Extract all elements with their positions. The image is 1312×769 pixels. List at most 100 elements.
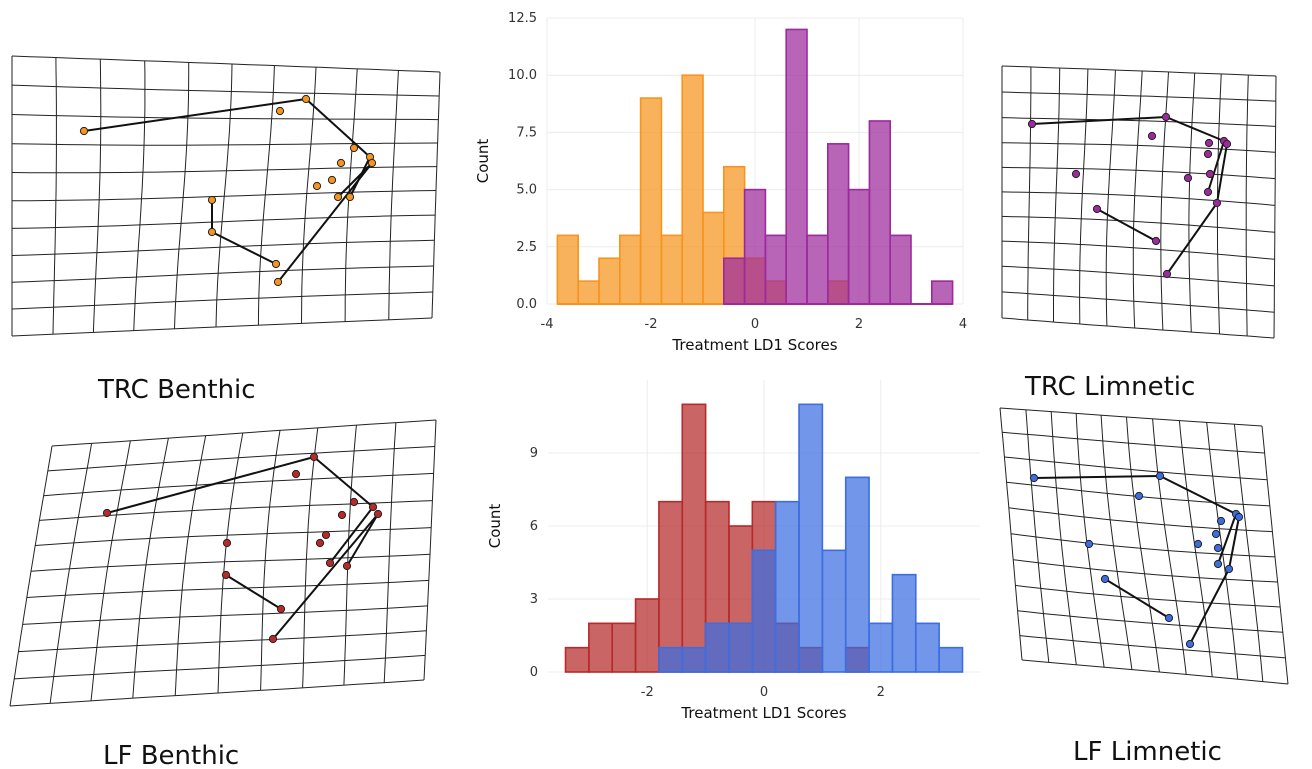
histogram-bar — [588, 622, 614, 673]
lf-benthic-landmark-link — [225, 574, 282, 610]
trc-benthic-grid-vline — [52, 57, 57, 335]
trc-benthic-landmark-link — [277, 162, 373, 283]
lf-benthic-grid-hline — [30, 553, 431, 572]
lf-benthic-landmark — [325, 558, 335, 568]
trc-limnetic-landmark — [1205, 169, 1215, 179]
histogram-bar — [681, 403, 707, 673]
trc-limnetic-deformation-grid — [1001, 65, 1277, 339]
y-tick-label: 7.5 — [516, 125, 537, 140]
histogram-bar — [751, 549, 777, 673]
trc-benthic-landmark-link — [83, 98, 307, 132]
trc-limnetic-landmark-link — [1096, 208, 1157, 242]
histogram-bar — [938, 646, 964, 673]
trc-limnetic-grid-vline — [1027, 67, 1032, 320]
trc-limnetic-grid-vline — [1105, 69, 1116, 327]
lf-limnetic-grid-vline — [1178, 420, 1213, 677]
lf-limnetic-grid-hline — [1017, 610, 1283, 633]
y-axis-label: Count — [486, 504, 504, 549]
lf-benthic-grid-hline — [43, 472, 434, 497]
lf-limnetic-landmark-link — [1033, 475, 1161, 479]
histogram-bar — [844, 476, 870, 673]
trc-limnetic-grid-hline — [1001, 291, 1275, 313]
trc-benthic-grid-hline — [11, 142, 438, 146]
trc-limnetic-grid-hline — [1001, 166, 1276, 180]
lf-benthic-landmark — [309, 452, 319, 462]
trc-limnetic-landmark — [1027, 119, 1037, 129]
trc-limnetic-label: TRC Limnetic — [1024, 372, 1195, 402]
lf-limnetic-landmark — [1155, 471, 1165, 481]
histogram-bar — [658, 646, 684, 673]
trc-limnetic-grid-vline — [1188, 72, 1196, 333]
histogram-bar — [764, 234, 788, 305]
trc-limnetic-landmark-link — [1166, 202, 1218, 275]
trc-limnetic-landmark-link — [1165, 116, 1225, 142]
lf-limnetic-landmark — [1224, 564, 1234, 574]
lf-benthic-grid-vline — [9, 445, 53, 707]
lf-limnetic-landmark — [1216, 516, 1226, 526]
histogram-bar — [798, 403, 824, 673]
trc-benthic-grid-hline — [11, 291, 433, 310]
histogram-bar — [639, 97, 663, 305]
lf-benthic-grid-hline — [22, 605, 428, 625]
trc-limnetic-landmark-link — [1031, 116, 1167, 125]
lf-benthic-grid-vline — [302, 427, 319, 688]
trc-limnetic-landmark — [1203, 187, 1213, 197]
histogram-bar — [681, 74, 704, 305]
histogram-bar — [868, 120, 892, 305]
lf-limnetic-landmark-link — [1189, 568, 1230, 645]
lf-benthic-landmark-link — [272, 513, 379, 640]
lf-benthic-landmark — [321, 530, 331, 540]
lf-limnetic-landmark-link — [1217, 513, 1237, 565]
trc-benthic-grid-vline — [215, 63, 233, 328]
lf-limnetic-grid-hline — [1019, 635, 1286, 659]
lf-benthic-landmark — [222, 538, 232, 548]
lf-limnetic-grid-hline — [1006, 481, 1270, 507]
histogram-bar — [785, 28, 808, 305]
lf-benthic-grid-hline — [39, 500, 433, 521]
lf-limnetic-grid-vline — [1261, 425, 1289, 685]
histogram-bar — [728, 622, 754, 673]
trc-benthic-landmark — [336, 158, 346, 168]
trc-limnetic-grid-vline — [1273, 75, 1277, 339]
lf-limnetic-grid-hline — [1013, 559, 1278, 583]
lf-benthic-landmark — [268, 634, 278, 644]
lf-limnetic-landmark — [1164, 613, 1174, 623]
trc-benthic-grid-hline — [11, 214, 436, 229]
lf-benthic-grid-vline — [423, 419, 437, 681]
trc-limnetic-landmark — [1147, 131, 1157, 141]
trc-benthic-landmark-link — [305, 98, 371, 158]
histogram-bar — [774, 500, 800, 673]
histogram-bar — [891, 573, 917, 673]
lf-benthic-grid-hline — [26, 579, 429, 598]
x-tick-label: 0 — [751, 317, 759, 332]
lf-limnetic-grid-vline — [1050, 411, 1077, 665]
trc-benthic-landmark — [367, 158, 377, 168]
y-tick-label: 0.0 — [516, 297, 537, 312]
lf-limnetic-landmark-link — [1159, 475, 1237, 515]
lf-benthic-landmark — [368, 502, 378, 512]
lf-limnetic-landmark — [1084, 539, 1094, 549]
histogram-bar — [704, 622, 730, 673]
lf-benthic-grid-hline — [47, 446, 435, 472]
lf-benthic-grid-hline — [14, 654, 426, 680]
trc-benthic-landmark — [345, 192, 355, 202]
trc-limnetic-landmark — [1161, 112, 1171, 122]
lf-limnetic-landmark-link — [1104, 578, 1170, 619]
x-tick-label: -4 — [541, 317, 554, 332]
y-tick-label: 10.0 — [508, 68, 537, 83]
lf-limnetic-grid-vline — [1126, 416, 1160, 673]
trc-limnetic-grid-hline — [1001, 215, 1275, 233]
trc-limnetic-grid-hline — [1001, 317, 1275, 339]
lf-limnetic-grid-hline — [1008, 507, 1273, 533]
histogram-bar — [821, 549, 847, 673]
x-axis-label: Treatment LD1 Scores — [671, 336, 837, 354]
trc-limnetic-landmark-link — [1216, 143, 1228, 204]
trc-limnetic-landmark — [1183, 173, 1193, 183]
lf-benthic-landmark — [291, 469, 301, 479]
lf-benthic-landmark — [342, 561, 352, 571]
lf-benthic-landmark-link — [313, 456, 374, 508]
trc-benthic-landmark — [333, 192, 343, 202]
y-tick-label: 2.5 — [516, 240, 537, 255]
histogram-bar — [618, 234, 642, 305]
